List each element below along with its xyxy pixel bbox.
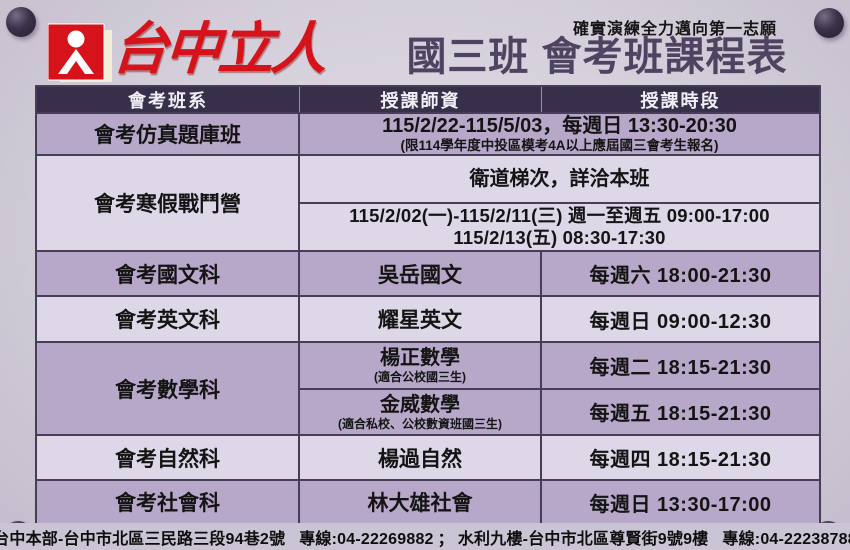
session-a-cell: 衛道梯次，詳洽本班 [469,168,650,190]
teacher-cell: 林大雄社會 [300,481,542,523]
class-name-cell: 會考仿真題庫班 [37,114,300,154]
pin-top-right-icon [814,8,844,38]
table-row-english: 會考英文科 耀星英文 每週日 09:00-12:30 [37,295,819,341]
teacher-cell: 楊過自然 [300,436,542,479]
table-row-science: 會考自然科 楊過自然 每週四 18:15-21:30 [37,434,819,479]
schedule-restriction: (限114學年度中投區模考4A以上應屆國三會考生報名) [400,138,719,153]
slogan-text: 確實演練全力邁向第一志願 [572,21,777,38]
footer-contact-bar: 台中本部-台中市北區三民路三段94巷2號 專線:04-22269882 ； 水利… [0,523,850,550]
footer-separator: ； [437,530,454,548]
time-cell: 每週日 09:00-12:30 [589,310,772,333]
table-row-mock-exam: 會考仿真題庫班 115/2/22-115/5/03，每週日 13:30-20:3… [37,112,819,154]
session-b-row: 115/2/02(一)-115/2/11(三) 週一至週五 09:00-17:0… [300,202,819,250]
session-b-line2: 115/2/13(五) 08:30-17:30 [453,227,666,248]
session-b-cell: 115/2/02(一)-115/2/11(三) 週一至週五 09:00-17:0… [300,204,819,250]
teacher-cell: 楊正數學 (適合公校國三生) [300,343,542,388]
header-cell-teacher: 授課師資 [300,87,542,112]
teacher-cell: 金威數學 (適合私校、公校數資班國三生) [300,389,542,434]
branch1-address: 台中本部-台中市北區三民路三段94巷2號 [0,530,286,548]
time-cell: 每週二 18:15-21:30 [589,356,772,379]
brand-name: 台中立人 [109,17,327,82]
header-cell-class: 會考班系 [37,87,300,112]
table-row-math: 會考數學科 楊正數學 (適合公校國三生) 每週二 18:15-21:30 金威數… [37,341,819,434]
class-name-cell: 會考社會科 [37,481,300,523]
branch2-phone: 專線:04-22238788 [722,530,850,548]
schedule-cell: 115/2/22-115/5/03，每週日 13:30-20:30 (限114學… [300,114,819,154]
liren-person-icon [48,23,112,82]
table-row-social: 會考社會科 林大雄社會 每週日 13:30-17:00 [37,479,819,523]
branch1-phone: 專線:04-22269882 [299,530,434,548]
branch2-address: 水利九樓-台中市北區尊賢街9號9樓 [457,530,709,548]
time-cell: 每週六 18:00-21:30 [589,265,772,287]
session-b-line1: 115/2/02(一)-115/2/11(三) 週一至週五 09:00-17:0… [349,205,770,226]
class-name-cell: 會考自然科 [37,436,300,479]
math-subrow-1: 楊正數學 (適合公校國三生) 每週二 18:15-21:30 [300,343,819,388]
class-name-cell: 會考寒假戰鬥營 [37,156,300,250]
class-name-cell: 會考國文科 [37,252,300,295]
pin-top-left-icon [6,7,36,37]
schedule-table: 會考班系 授課師資 授課時段 會考仿真題庫班 115/2/22-115/5/03… [35,85,821,525]
teacher-name: 金威數學 [380,393,460,416]
header-cell-time: 授課時段 [640,90,721,111]
class-name-cell: 會考數學科 [37,343,300,434]
winter-camp-sessions: 衛道梯次，詳洽本班 115/2/02(一)-115/2/11(三) 週一至週五 … [300,156,819,250]
class-name-cell: 會考英文科 [37,297,300,341]
session-a-row: 衛道梯次，詳洽本班 [300,156,819,202]
table-header-row: 會考班系 授課師資 授課時段 [37,87,819,112]
teacher-note: (適合公校國三生) [374,370,466,385]
time-cell: 每週四 18:15-21:30 [589,449,772,471]
teacher-cell: 耀星英文 [300,297,542,341]
schedule-main: 115/2/22-115/5/03，每週日 13:30-20:30 [382,115,737,137]
teacher-note: (適合私校、公校數資班國三生) [338,416,502,431]
page-title: 國三班 會考班課程表 [406,35,788,79]
math-sessions: 楊正數學 (適合公校國三生) 每週二 18:15-21:30 金威數學 (適合私… [300,343,819,434]
time-cell: 每週五 18:15-21:30 [589,403,772,426]
teacher-cell: 吳岳國文 [300,252,542,295]
time-cell: 每週日 13:30-17:00 [589,493,772,516]
table-row-chinese: 會考國文科 吳岳國文 每週六 18:00-21:30 [37,250,819,295]
math-subrow-2: 金威數學 (適合私校、公校數資班國三生) 每週五 18:15-21:30 [300,387,819,434]
table-row-winter-camp: 會考寒假戰鬥營 衛道梯次，詳洽本班 115/2/02(一)-115/2/11(三… [37,154,819,250]
teacher-name: 楊正數學 [380,347,460,370]
